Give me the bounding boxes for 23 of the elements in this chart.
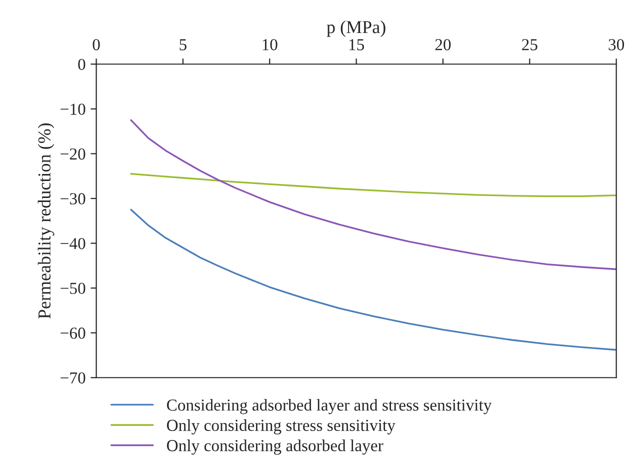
legend-label: Considering adsorbed layer and stress sensitivity — [166, 398, 492, 414]
x-tick-label: 0 — [92, 39, 100, 50]
x-axis-title: p (MPa) — [326, 20, 386, 37]
x-tick-label: 10 — [262, 39, 278, 50]
y-tick-label: −20 — [60, 148, 86, 160]
x-tick-label: 15 — [349, 39, 364, 50]
line-series — [130, 173, 616, 198]
line-series — [130, 119, 616, 270]
x-tick-label: 20 — [435, 39, 451, 50]
x-tick-label: 30 — [608, 39, 624, 50]
legend-label: Only considering stress sensitivity — [166, 419, 396, 434]
line-series — [130, 208, 616, 351]
y-tick-label: −60 — [60, 328, 86, 339]
y-tick-label: −70 — [60, 372, 86, 384]
x-tick-label: 5 — [180, 39, 186, 50]
y-tick-label: −40 — [60, 238, 86, 250]
y-tick-label: −30 — [60, 193, 86, 204]
y-tick-label: −50 — [60, 282, 86, 294]
y-tick-label: −10 — [60, 104, 86, 115]
legend-label: Only considering adsorbed layer — [166, 440, 384, 455]
x-tick-label: 25 — [522, 39, 538, 50]
y-tick-label: 0 — [78, 58, 86, 70]
y-axis-title: Permeability reduction (%) — [38, 123, 54, 319]
